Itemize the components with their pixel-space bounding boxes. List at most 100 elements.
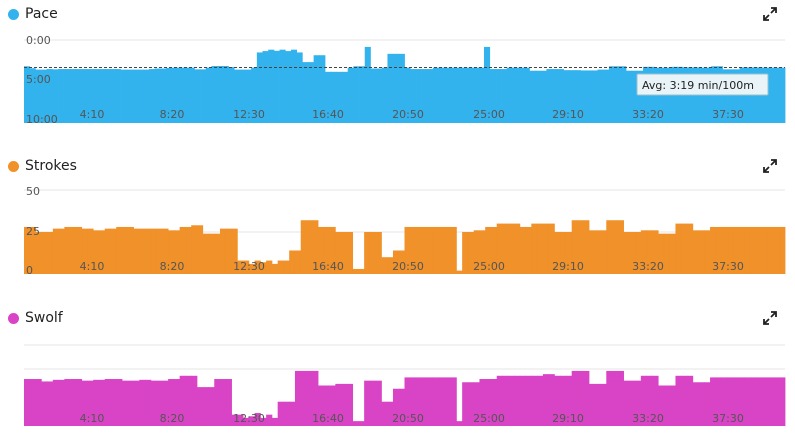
- data-bar: [294, 250, 302, 274]
- data-bar: [323, 385, 330, 426]
- data-bar: [669, 385, 676, 426]
- data-bar: [698, 382, 705, 426]
- data-bar: [52, 379, 59, 426]
- data-bar: [168, 379, 175, 426]
- data-bar: [220, 379, 227, 426]
- data-bar: [761, 226, 769, 274]
- x-tick-label: 8:20: [160, 108, 185, 121]
- data-bar: [531, 375, 538, 426]
- data-bar: [450, 377, 457, 426]
- data-bar: [450, 226, 457, 274]
- data-bar: [93, 379, 100, 426]
- data-bar: [733, 377, 740, 426]
- data-bar: [600, 383, 607, 426]
- data-bar: [744, 377, 751, 426]
- data-bar: [266, 414, 273, 426]
- data-bar: [635, 380, 642, 426]
- data-bar: [29, 226, 36, 274]
- data-bar: [646, 230, 653, 274]
- data-bar: [686, 375, 694, 426]
- expand-icon[interactable]: [763, 159, 777, 173]
- data-bar: [478, 67, 485, 123]
- data-bar: [104, 379, 111, 426]
- data-bar: [614, 66, 621, 123]
- data-bar: [260, 262, 267, 274]
- data-bar: [211, 66, 218, 123]
- data-bar: [658, 233, 665, 274]
- data-bar: [721, 226, 728, 274]
- strokes-title-row: Strokes: [8, 157, 77, 175]
- data-bar: [698, 230, 705, 274]
- x-tick-label: 33:20: [632, 108, 664, 121]
- data-bar: [87, 228, 94, 274]
- data-bar: [97, 69, 104, 123]
- data-bar: [432, 67, 439, 123]
- x-tick-label: 20:50: [392, 260, 424, 273]
- data-bar: [329, 226, 336, 274]
- data-bar: [404, 226, 411, 274]
- data-bar: [342, 71, 349, 123]
- strokes-chart: 50 25 0 4:10 8:20 12:30 16:40 20:50 25:00 29:10 33…: [24, 185, 786, 277]
- data-bar: [87, 380, 94, 426]
- data-bar: [183, 67, 190, 123]
- data-bar: [692, 382, 699, 426]
- data-bar: [346, 383, 354, 426]
- data-bar: [285, 51, 292, 123]
- data-bar: [208, 387, 215, 426]
- x-tick-label: 16:40: [312, 260, 344, 273]
- data-bar: [277, 260, 284, 274]
- data-bar: [387, 401, 394, 426]
- data-bar: [728, 69, 735, 123]
- data-bar: [290, 49, 297, 123]
- data-bar: [239, 69, 246, 123]
- data-bar: [237, 414, 244, 426]
- data-bar: [710, 226, 717, 274]
- data-bar: [256, 52, 263, 124]
- data-bar: [35, 379, 42, 426]
- data-bar: [143, 69, 150, 123]
- data-bar: [433, 377, 440, 426]
- data-bar: [254, 260, 261, 274]
- data-bar: [637, 70, 644, 123]
- data-bar: [29, 68, 36, 123]
- data-bar: [652, 230, 659, 274]
- data-bar: [116, 379, 123, 426]
- data-bar: [427, 226, 434, 274]
- data-bar: [347, 67, 354, 123]
- data-bar: [577, 220, 584, 274]
- data-bar: [312, 370, 319, 426]
- data-bar: [416, 226, 423, 274]
- data-bar: [160, 68, 167, 123]
- data-bar: [466, 67, 474, 123]
- data-bar: [165, 67, 173, 123]
- data-bar: [35, 69, 42, 123]
- x-tick-label: 4:10: [80, 412, 105, 425]
- data-bar: [131, 69, 138, 123]
- data-bar: [577, 370, 584, 426]
- data-bar: [508, 223, 515, 274]
- data-bar: [727, 226, 734, 274]
- data-bar: [133, 380, 140, 426]
- data-bar: [560, 375, 567, 426]
- data-bar: [245, 69, 252, 123]
- data-bar: [600, 230, 607, 274]
- swolf-panel: Swolf 4:10 8:20 12:30 16:40 20:50 25:00 29:10 3…: [0, 309, 795, 434]
- data-bar: [137, 69, 144, 123]
- data-bar: [565, 375, 573, 426]
- data-bar: [358, 268, 365, 274]
- expand-icon[interactable]: [763, 7, 777, 21]
- data-bar: [574, 70, 581, 123]
- x-tick-label: 8:20: [160, 412, 185, 425]
- data-bar: [692, 230, 699, 274]
- data-bar: [375, 380, 382, 426]
- data-bar: [525, 226, 532, 274]
- expand-icon[interactable]: [763, 311, 777, 325]
- strokes-legend-dot: [8, 160, 19, 172]
- data-bar: [594, 230, 601, 274]
- data-bar: [750, 377, 757, 426]
- x-tick-label: 12:30: [233, 260, 265, 273]
- data-bar: [225, 379, 232, 426]
- data-bar: [307, 62, 315, 123]
- data-bar: [485, 379, 492, 426]
- data-bar: [208, 233, 215, 274]
